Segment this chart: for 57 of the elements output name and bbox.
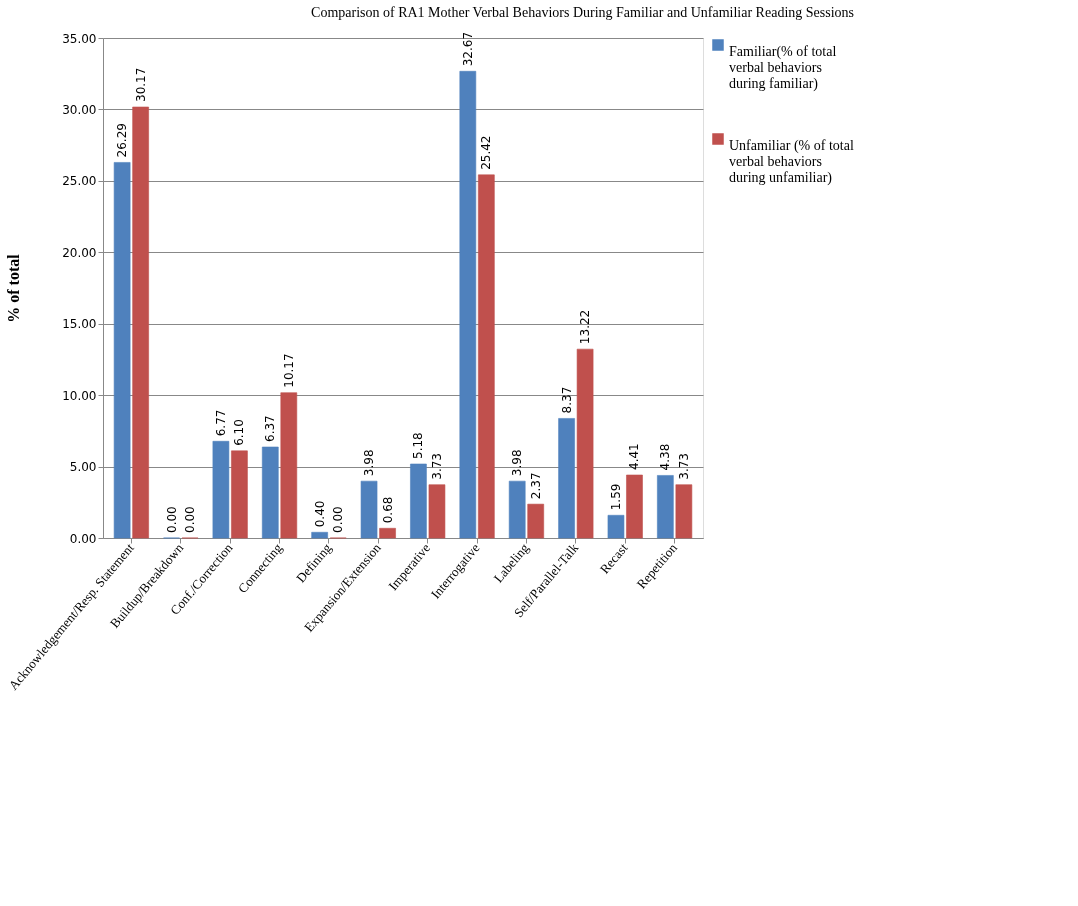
y-axis-title: % of total (5, 253, 23, 323)
bar (558, 418, 575, 539)
bar (261, 446, 279, 539)
data-label: 10.17 (281, 353, 296, 388)
data-label: 25.42 (479, 135, 494, 170)
data-label: 0.00 (183, 506, 198, 533)
data-label: 1.59 (608, 483, 623, 511)
bar (626, 474, 643, 539)
bar (379, 527, 396, 539)
data-label: 3.98 (362, 449, 377, 477)
data-label: 3.98 (510, 449, 525, 477)
y-tick-label: 15.00 (62, 317, 97, 332)
bar (360, 480, 378, 539)
data-label: 32.67 (460, 31, 475, 67)
legend-label: Familiar(% of total verbal behaviors during familiar) (729, 44, 837, 92)
bar (428, 484, 446, 539)
data-label: 8.37 (559, 386, 574, 414)
y-tick-label: 25.00 (62, 174, 97, 189)
bar (113, 162, 131, 539)
y-tick-label: 30.00 (62, 102, 97, 117)
chart-title: Comparison of RA1 Mother Verbal Behaviors During Familiar and Unfamiliar Reading Sessions (311, 4, 854, 20)
bar (280, 392, 298, 539)
bar (675, 484, 693, 539)
data-label: 6.10 (232, 419, 247, 446)
bar (311, 531, 328, 539)
bar (527, 503, 545, 539)
data-label: 4.41 (627, 443, 642, 470)
bar (231, 450, 248, 539)
data-label: 0.40 (312, 500, 327, 528)
data-label: 6.37 (263, 415, 278, 442)
bar (508, 480, 526, 539)
bar (607, 514, 625, 539)
data-label: 3.73 (676, 453, 691, 480)
data-label: 2.37 (528, 472, 543, 500)
bar (410, 463, 427, 539)
y-tick-label: 10.00 (62, 388, 97, 403)
y-tick-label: 0.00 (69, 531, 97, 546)
data-label: 0.68 (380, 496, 395, 524)
data-label: 5.18 (411, 432, 426, 459)
data-label: 4.38 (658, 443, 673, 471)
bar (132, 106, 149, 539)
data-label: 26.29 (115, 123, 130, 158)
bar (576, 348, 594, 539)
data-label: 3.73 (429, 453, 444, 480)
y-tick-label: 5.00 (69, 460, 97, 475)
bar (212, 440, 230, 539)
data-label: 0.00 (331, 506, 346, 533)
legend-label: Unfamiliar (% of total verbal behaviors during unfamiliar) (729, 138, 854, 186)
y-tick-label: 35.00 (62, 31, 97, 46)
data-label: 30.17 (133, 67, 148, 102)
data-label: 6.77 (213, 409, 228, 437)
bar (459, 70, 477, 539)
y-tick-label: 20.00 (62, 245, 97, 260)
bar (478, 174, 495, 539)
data-label: 13.22 (578, 309, 593, 345)
bar (657, 475, 674, 539)
data-label: 0.00 (164, 506, 179, 533)
